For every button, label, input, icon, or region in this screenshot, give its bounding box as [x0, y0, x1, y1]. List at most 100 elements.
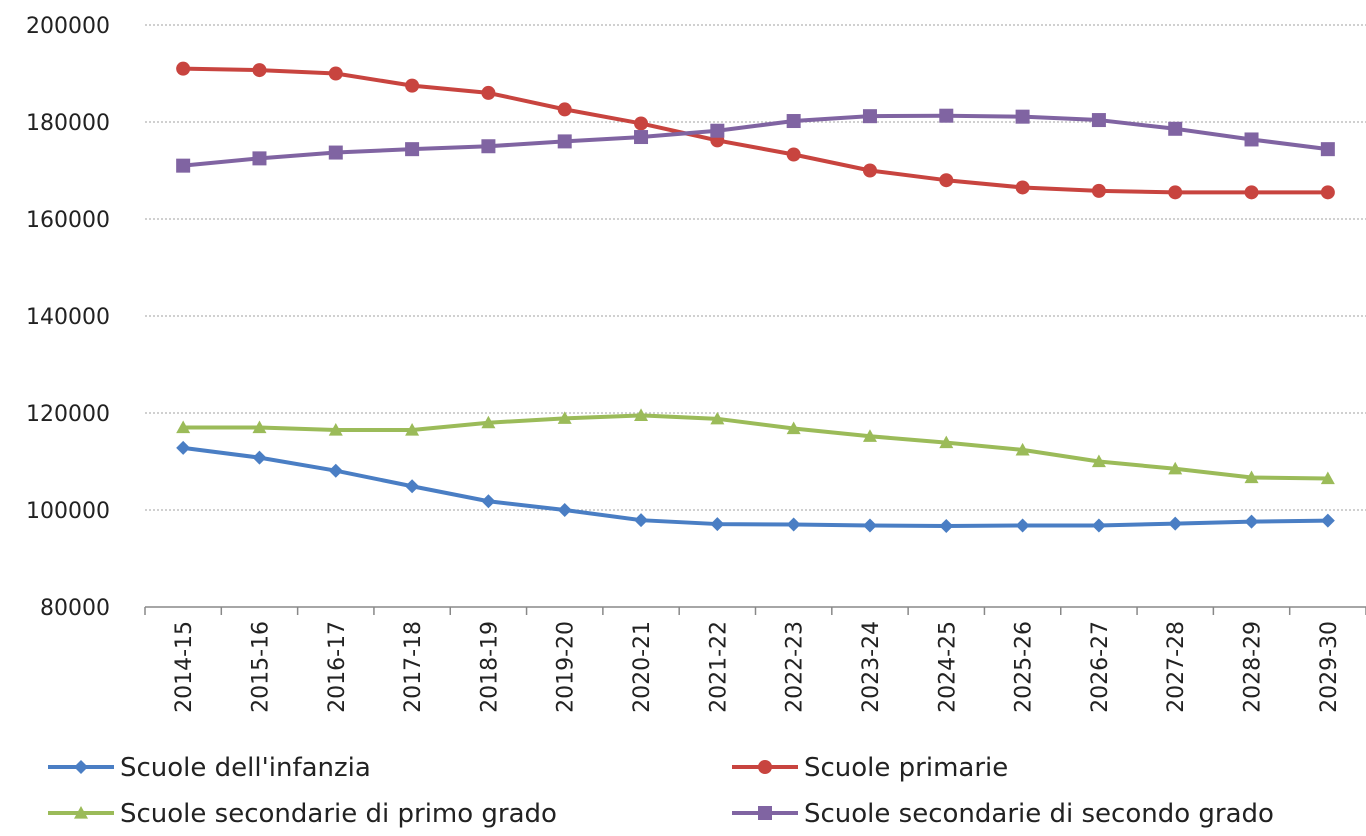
data-point [405, 78, 420, 93]
data-point [1320, 142, 1335, 157]
data-point [1015, 518, 1030, 533]
data-point [786, 421, 801, 435]
data-point [1168, 516, 1183, 531]
data-point [939, 108, 954, 123]
data-point [634, 116, 649, 131]
data-point [557, 134, 572, 149]
legend-marker [758, 760, 772, 774]
data-point [1168, 461, 1183, 475]
legend-item: Scuole secondarie di primo grado [48, 799, 557, 829]
legend: Scuole dell'infanzia Scuole primarie Scuol… [48, 753, 1274, 829]
data-point [1244, 470, 1259, 484]
x-tick-label: 2025-26 [1012, 621, 1037, 713]
data-point [252, 151, 267, 166]
legend-item: Scuole secondarie di secondo grado [732, 799, 1274, 829]
data-point [1320, 513, 1335, 528]
y-tick-label: 200000 [26, 14, 110, 39]
legend-label: Scuole primarie [804, 753, 1008, 783]
x-tick-label: 2016-17 [325, 621, 350, 713]
data-point [176, 440, 191, 455]
legend-marker [74, 806, 88, 819]
data-point [405, 142, 420, 157]
y-tick-label: 100000 [26, 499, 110, 524]
legend-marker [758, 806, 772, 820]
data-point [1244, 185, 1259, 200]
x-tick-label: 2018-19 [477, 621, 502, 713]
x-tick-label: 2019-20 [554, 621, 579, 713]
y-axis: 80000 100000 120000 140000 160000 180000 20000… [26, 14, 110, 621]
gridlines [145, 24, 1366, 511]
data-point [1320, 471, 1335, 485]
data-point [176, 61, 191, 76]
data-point [710, 411, 725, 425]
data-point [481, 85, 496, 100]
legend-label: Scuole secondarie di secondo grado [804, 799, 1274, 829]
x-tick-label: 2015-16 [248, 621, 273, 713]
data-point [176, 158, 191, 173]
data-point [862, 163, 877, 178]
data-point [481, 139, 496, 154]
legend-item: Scuole primarie [732, 753, 1008, 783]
series-4 [176, 108, 1335, 173]
data-point [328, 422, 343, 436]
data-point [481, 415, 496, 429]
data-point [1091, 113, 1106, 128]
data-point [557, 102, 572, 117]
data-point [634, 130, 649, 145]
series-line [183, 413, 1328, 481]
data-point [1244, 514, 1259, 529]
legend-marker [74, 760, 88, 774]
data-point [481, 494, 496, 509]
data-point [634, 408, 649, 422]
x-tick-label: 2028-29 [1241, 621, 1266, 713]
data-point [862, 518, 877, 533]
data-point [939, 173, 954, 188]
data-point [252, 450, 267, 465]
data-point [328, 66, 343, 81]
data-point [557, 411, 572, 424]
data-point [710, 517, 725, 532]
data-point [1320, 185, 1335, 200]
data-point [1091, 454, 1106, 468]
series-group [176, 61, 1335, 534]
data-point [557, 503, 572, 517]
data-point [405, 479, 420, 494]
data-point [786, 147, 801, 162]
x-tick-label: 2026-27 [1088, 621, 1113, 713]
data-point [1168, 185, 1183, 200]
series-3 [176, 408, 1335, 485]
legend-label: Scuole dell'infanzia [120, 753, 371, 783]
data-point [939, 519, 954, 534]
x-tick-label: 2021-22 [706, 621, 731, 713]
legend-label: Scuole secondarie di primo grado [120, 799, 557, 829]
series-line [183, 66, 1328, 195]
data-point [634, 513, 649, 528]
data-point [252, 63, 267, 78]
x-tick-label: 2020-21 [630, 621, 655, 713]
x-tick-label: 2024-25 [935, 621, 960, 713]
data-point [252, 420, 267, 434]
y-tick-label: 80000 [40, 596, 110, 621]
data-point [1015, 180, 1030, 195]
y-tick-label: 180000 [26, 111, 110, 136]
data-point [328, 145, 343, 160]
data-point [862, 429, 877, 442]
x-tick-label: 2023-24 [859, 621, 884, 713]
series-1 [176, 440, 1335, 534]
y-tick-label: 160000 [26, 208, 110, 233]
data-point [1091, 518, 1106, 533]
y-tick-label: 120000 [26, 402, 110, 427]
data-point [405, 422, 420, 436]
data-point [786, 114, 801, 129]
data-point [862, 109, 877, 124]
x-tick-label: 2014-15 [172, 621, 197, 713]
data-point [176, 420, 191, 434]
data-point [1015, 109, 1030, 124]
series-line [182, 445, 1328, 529]
x-tick-label: 2017-18 [401, 621, 426, 713]
data-point [1244, 132, 1259, 147]
legend-item: Scuole dell'infanzia [48, 753, 371, 783]
x-axis: 2014-15 2015-16 2016-17 2017-18 2018-19 2019-… [144, 606, 1366, 713]
data-point [1015, 442, 1030, 456]
